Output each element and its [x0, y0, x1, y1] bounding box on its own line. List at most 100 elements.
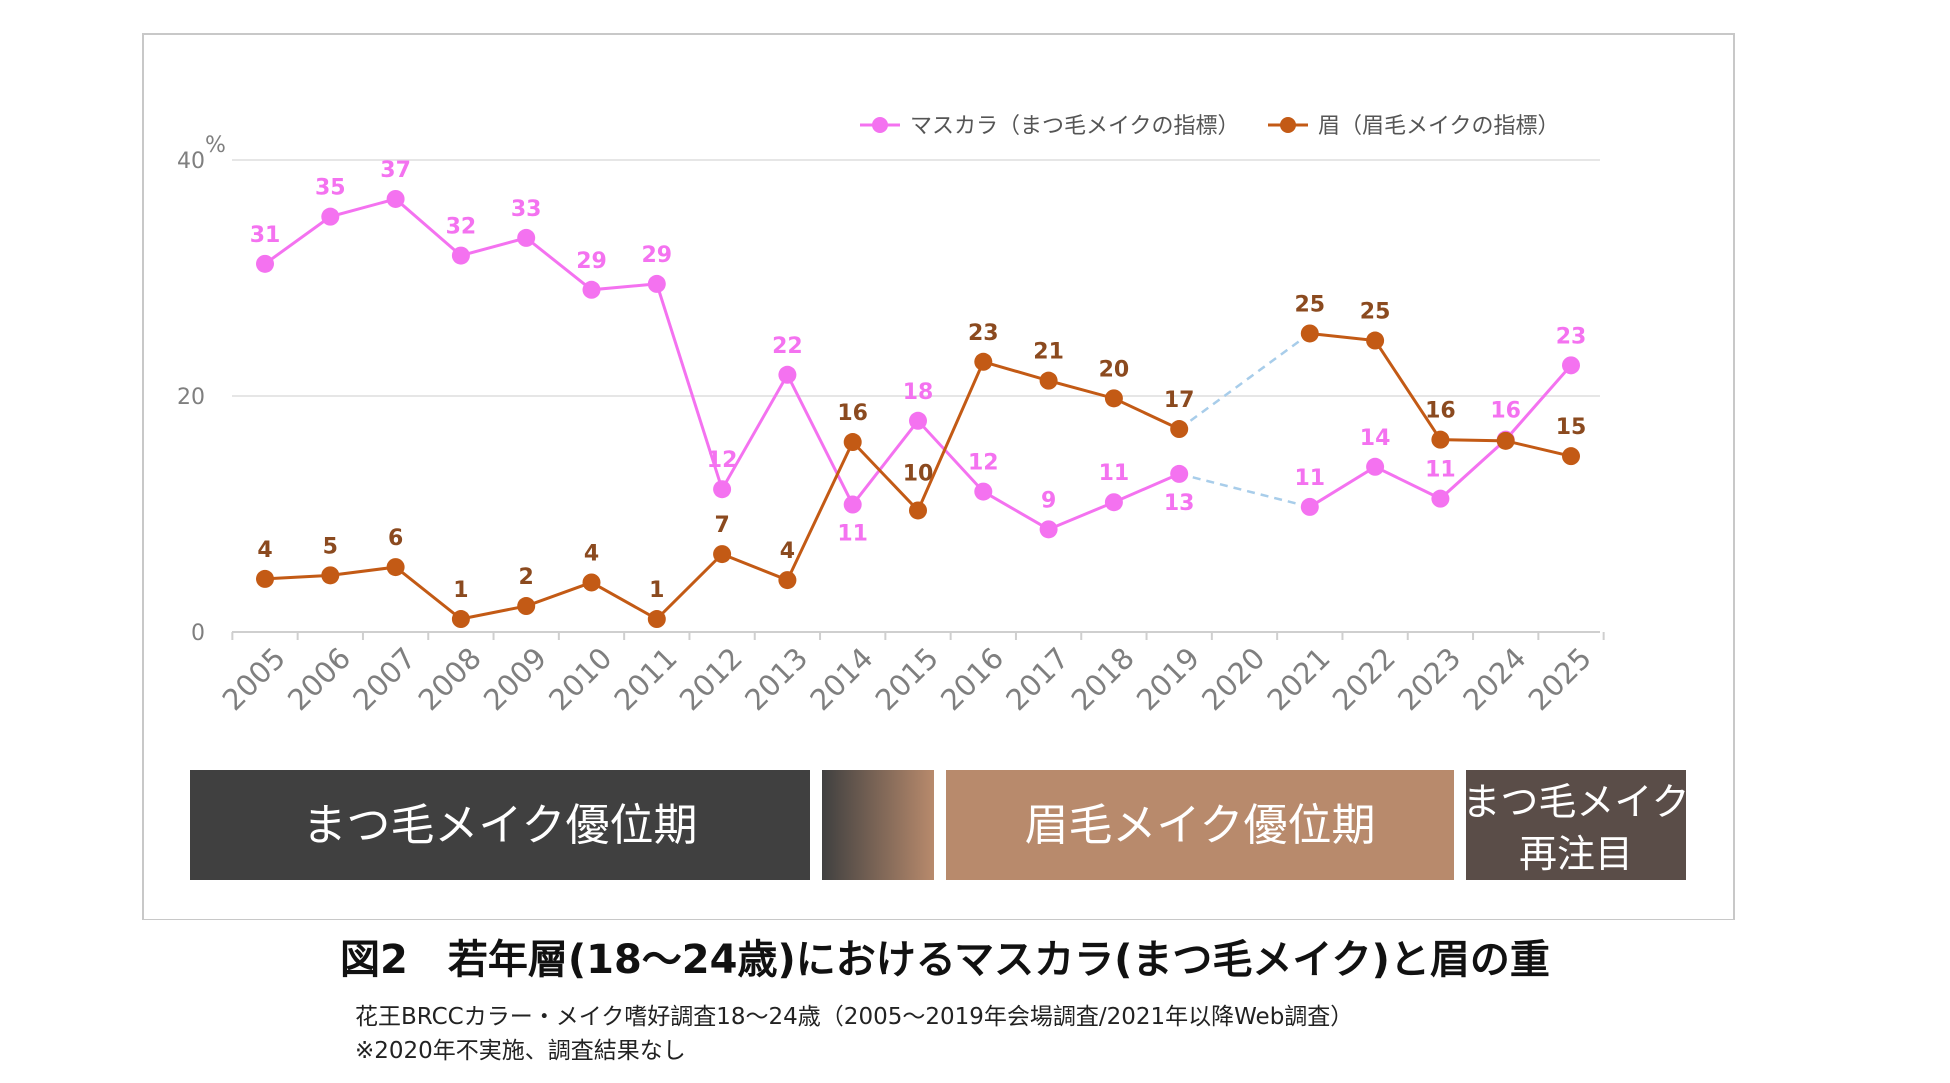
series-group — [256, 189, 1580, 629]
data-point — [713, 545, 732, 564]
data-label: 33 — [511, 197, 542, 222]
data-point — [256, 569, 274, 588]
data-label: 32 — [446, 215, 477, 240]
data-label: 29 — [576, 249, 607, 274]
data-label: 22 — [772, 334, 803, 359]
data-label: 18 — [903, 380, 934, 405]
source-note: 花王BRCCカラー・メイク嗜好調査18～24歳（2005～2019年会場調査/2… — [355, 1004, 1354, 1030]
data-label: 16 — [1425, 399, 1456, 424]
data-point — [386, 189, 405, 208]
data-point — [517, 597, 536, 616]
data-label: 9 — [1041, 488, 1056, 513]
data-label: 5 — [323, 534, 338, 559]
data-point — [909, 501, 927, 520]
y-unit-label: % — [205, 133, 226, 158]
data-point — [1562, 356, 1580, 375]
data-point — [1104, 389, 1123, 408]
data-label: 11 — [837, 522, 868, 547]
data-point — [843, 433, 862, 452]
data-label: 12 — [707, 448, 738, 473]
legend: マスカラ（まつ毛メイクの指標） 眉（眉毛メイクの指標） — [860, 114, 1560, 139]
data-point — [1170, 464, 1189, 483]
data-label: 16 — [837, 401, 868, 426]
data-point — [713, 480, 732, 499]
data-label: 25 — [1360, 300, 1391, 325]
data-label: 4 — [780, 539, 795, 564]
data-point — [1300, 497, 1319, 516]
legend-marker — [872, 117, 888, 133]
phase-label: 眉毛メイク優位期 — [1024, 800, 1375, 851]
data-label: 15 — [1556, 415, 1587, 440]
figure-title: 図2 若年層(18～24歳)におけるマスカラ(まつ毛メイク)と眉の重 — [340, 937, 1550, 983]
data-label: 4 — [584, 541, 599, 566]
data-point — [451, 610, 470, 629]
phase-band — [1466, 770, 1686, 880]
data-point — [1170, 420, 1189, 439]
data-point — [451, 246, 470, 265]
phase-label-line1: まつ毛メイク — [1462, 780, 1689, 824]
data-label: 35 — [315, 176, 346, 201]
data-label: 11 — [1294, 466, 1325, 491]
data-point — [1039, 371, 1058, 390]
data-label: 4 — [257, 538, 272, 563]
data-label: 2 — [519, 565, 534, 590]
data-label: 6 — [388, 526, 403, 551]
data-label: 20 — [1099, 357, 1130, 382]
data-point — [582, 573, 601, 592]
legend-marker — [1280, 117, 1296, 133]
data-point — [647, 274, 666, 293]
data-label: 37 — [380, 158, 411, 183]
data-label: 7 — [714, 513, 729, 538]
data-label: 1 — [453, 578, 468, 603]
gap-2020-connectors — [1178, 332, 1311, 509]
data-point — [582, 280, 601, 299]
y-tick-label: 40 — [177, 149, 205, 174]
data-label: 17 — [1164, 388, 1195, 413]
y-tick-label: 0 — [191, 621, 205, 646]
y-axis: 0 20 40% — [177, 133, 226, 646]
data-label: 10 — [903, 461, 934, 486]
data-label: 31 — [250, 223, 281, 248]
legend-label: 眉（眉毛メイクの指標） — [1318, 114, 1560, 139]
data-point — [1366, 457, 1385, 476]
data-point — [517, 228, 536, 247]
data-point — [843, 495, 862, 514]
gridlines — [232, 159, 1600, 633]
data-label: 12 — [968, 451, 999, 476]
data-point — [386, 558, 405, 577]
data-point — [647, 610, 666, 629]
data-label: 11 — [1099, 461, 1130, 486]
data-point — [1300, 324, 1319, 343]
data-point — [974, 482, 993, 501]
data-label: 14 — [1360, 426, 1391, 451]
data-point — [1431, 489, 1450, 508]
data-point — [974, 352, 993, 371]
missing-year-note: ※2020年不実施、調査結果なし — [355, 1038, 686, 1064]
data-label: 13 — [1164, 491, 1195, 516]
data-point — [1104, 493, 1123, 512]
data-point — [778, 365, 797, 384]
data-point — [1366, 331, 1385, 350]
data-label: 23 — [968, 321, 999, 346]
data-point — [1431, 430, 1450, 449]
data-point — [1496, 431, 1515, 450]
data-label: 29 — [641, 243, 672, 268]
data-label: 21 — [1033, 340, 1064, 365]
data-point — [256, 254, 274, 273]
data-point — [909, 411, 927, 430]
data-label: 25 — [1294, 292, 1325, 317]
data-label: 11 — [1425, 458, 1456, 483]
phase-label-line2: 再注目 — [1519, 832, 1633, 876]
gap-connector — [1178, 472, 1311, 509]
phase-band — [190, 770, 810, 880]
y-tick-label: 20 — [177, 385, 205, 410]
data-point — [321, 566, 340, 585]
phase-band — [822, 770, 934, 880]
phase-band — [946, 770, 1454, 880]
data-point — [778, 571, 797, 590]
data-label: 23 — [1556, 324, 1587, 349]
legend-label: マスカラ（まつ毛メイクの指標） — [910, 114, 1240, 139]
